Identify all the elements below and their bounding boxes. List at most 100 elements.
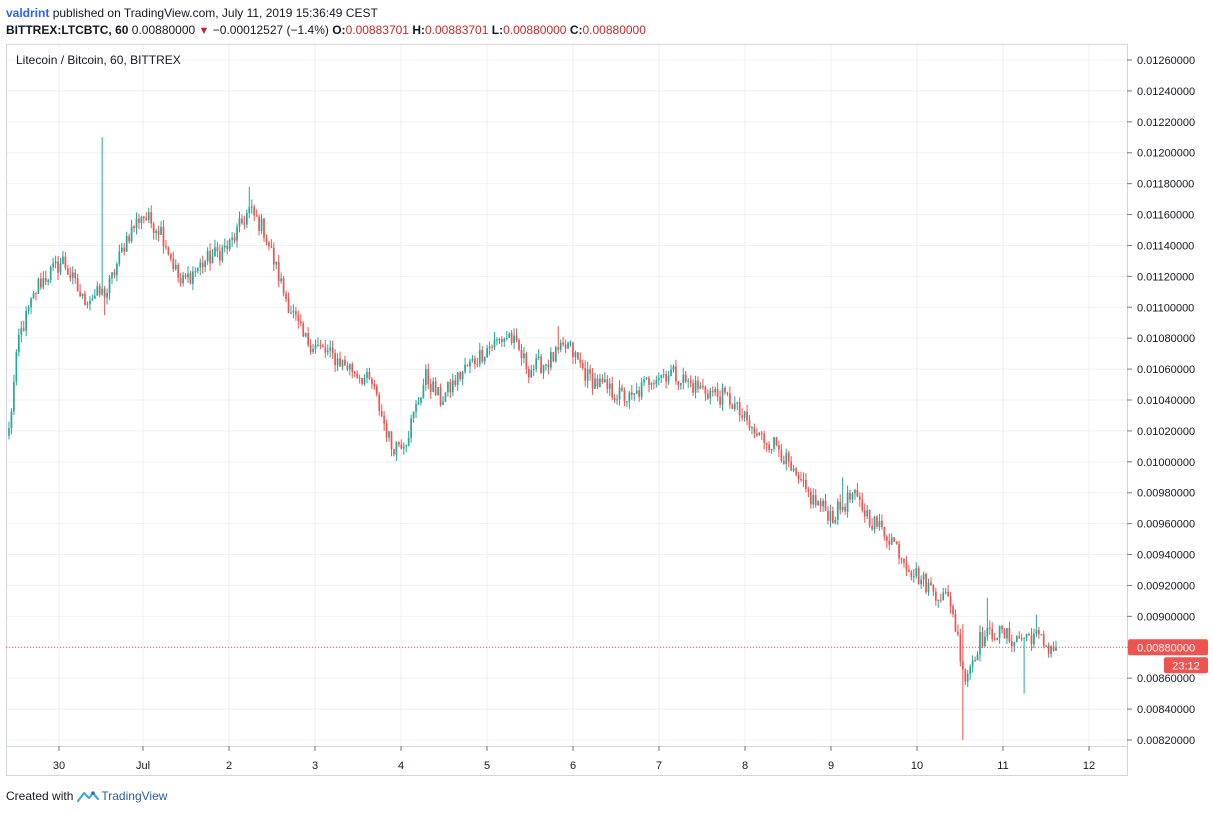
candle-up (304, 332, 307, 338)
candle-body (167, 247, 170, 255)
candle-up (841, 477, 844, 513)
candle-up (326, 344, 329, 356)
candle-body (611, 383, 614, 398)
candle-body (209, 250, 211, 264)
candle-body (905, 562, 908, 570)
candle-up (751, 425, 753, 435)
candle-down (814, 488, 817, 508)
candle-up (444, 392, 447, 403)
candle-body (165, 245, 167, 248)
candle-down (1008, 621, 1011, 643)
candle-body (417, 402, 420, 404)
candle-down (429, 378, 432, 399)
candle-down (871, 518, 873, 532)
candle-down (692, 379, 694, 396)
candle-up (20, 321, 23, 343)
time-axis[interactable]: 30 Jul 2 3 4 5 6 7 8 9 10 11 12 (53, 746, 1095, 772)
candle-down (988, 620, 991, 635)
candle-down (356, 370, 359, 379)
candle-body (949, 596, 952, 607)
y-tick-label: 0.01000000 (1137, 457, 1195, 469)
candle-body (1042, 634, 1045, 646)
author-name[interactable]: valdrint (6, 6, 50, 20)
candle-up (733, 396, 736, 412)
candle-down (255, 209, 258, 217)
candle-down (270, 239, 273, 248)
candle-body (849, 492, 851, 500)
candle-body (351, 364, 354, 372)
candle-up (966, 669, 969, 688)
candle-body (751, 427, 753, 429)
candle-body (79, 291, 81, 297)
candle-body (398, 441, 400, 445)
candle-up (1035, 614, 1038, 638)
candle-body (44, 277, 47, 283)
candle-down (385, 419, 388, 443)
candle-down (898, 540, 900, 565)
candle-body (763, 433, 766, 443)
candle-down (775, 436, 778, 447)
candle-down (434, 377, 437, 396)
tradingview-link[interactable]: TradingView (101, 789, 168, 803)
candle-body (422, 385, 425, 398)
candle-body (961, 661, 964, 670)
candle-down (177, 262, 180, 283)
candle-down (765, 442, 768, 452)
candle-down (226, 240, 229, 255)
candle-body (361, 378, 363, 384)
candle-up (25, 306, 28, 337)
candle-body (231, 237, 233, 240)
candle-body (758, 432, 761, 436)
candle-body (42, 277, 45, 288)
candle-body (1008, 628, 1011, 642)
candle-body (697, 380, 699, 389)
candle-down (589, 364, 591, 381)
candle-body (829, 510, 832, 521)
candle-up (979, 625, 981, 662)
candle-body (851, 493, 854, 500)
candle-up (836, 498, 839, 525)
candle-body (682, 374, 685, 383)
candle-up (420, 397, 422, 406)
candle-up (633, 392, 636, 402)
x-tick-label: 10 (911, 760, 923, 772)
candle-down (787, 450, 790, 468)
candle-body (329, 347, 332, 351)
candle-up (554, 345, 557, 363)
candle-down (113, 268, 116, 279)
candle-body (241, 218, 243, 224)
candle-body (724, 387, 726, 393)
high-value: 0.00883701 (424, 23, 489, 37)
candle-up (125, 231, 128, 252)
candle-body (885, 536, 888, 541)
candle-body (787, 452, 790, 462)
candle-body (353, 371, 356, 374)
candle-body (1028, 633, 1030, 636)
candle-up (657, 372, 660, 386)
candle-body (204, 261, 207, 268)
candle-body (618, 387, 621, 400)
candle-body (307, 333, 309, 345)
candle-down (324, 339, 327, 358)
candle-body (295, 311, 297, 315)
candle-down (427, 363, 430, 390)
y-tick-label: 0.00940000 (1137, 550, 1195, 562)
candle-down (103, 286, 106, 315)
candle-body (714, 389, 717, 393)
candle-body (591, 373, 594, 389)
candle-down (1018, 631, 1021, 639)
candle-body (130, 226, 133, 242)
candle-down (908, 565, 910, 573)
candle-body (194, 271, 197, 273)
candle-up (1015, 635, 1018, 643)
candle-body (895, 541, 898, 544)
candle-up (996, 637, 999, 641)
candle-body (959, 634, 962, 662)
candle-down (547, 359, 550, 375)
candle-up (846, 485, 849, 518)
y-tick-label: 0.01100000 (1137, 302, 1194, 314)
candle-up (736, 402, 739, 411)
candle-up (221, 244, 224, 263)
candle-up (535, 353, 538, 373)
